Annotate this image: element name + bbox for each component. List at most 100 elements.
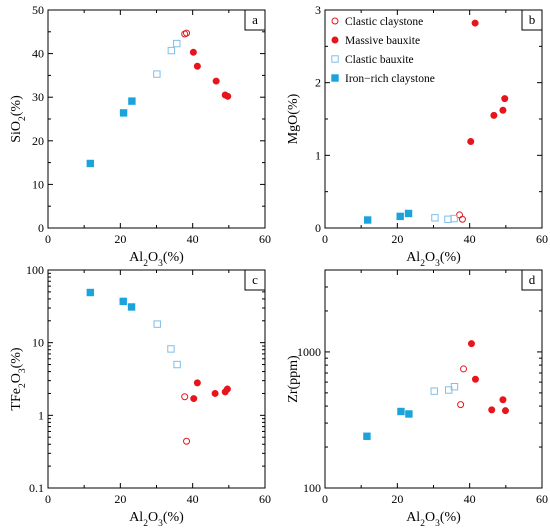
- y-tick-label: 0.1: [29, 481, 44, 495]
- data-point: [499, 396, 507, 404]
- data-point: [128, 97, 136, 105]
- panel-letter: d: [529, 272, 536, 287]
- data-point: [190, 395, 198, 403]
- legend-marker: [331, 17, 339, 25]
- data-point: [430, 387, 438, 395]
- panel-letter: c: [252, 272, 258, 287]
- panel-letter-box: [244, 269, 266, 291]
- legend-marker: [331, 36, 339, 44]
- x-tick-label: 0: [322, 492, 328, 506]
- x-tick-label: 20: [114, 232, 126, 246]
- x-tick-label: 60: [536, 492, 548, 506]
- plot-frame: [47, 269, 266, 489]
- y-tick-label: 2: [315, 76, 321, 90]
- data-point: [405, 410, 413, 418]
- data-point: [211, 389, 219, 397]
- panel-letter-box: [521, 269, 543, 291]
- legend-marker: [331, 55, 339, 63]
- panel-d: 0 20 40 60 100 1000 Al2O3(%) Zr(ppm) d: [286, 269, 548, 528]
- legend-label: Clastic claystone: [345, 16, 423, 28]
- y-tick-label: 1: [38, 408, 44, 422]
- data-point: [183, 437, 191, 445]
- y-tick-label: 10: [32, 336, 44, 350]
- series-clastic-claystone: [456, 211, 466, 223]
- data-point: [167, 46, 176, 55]
- x-tick-label: 20: [114, 492, 126, 506]
- data-point: [86, 288, 95, 297]
- data-point: [181, 393, 189, 401]
- x-tick-label: 40: [187, 232, 199, 246]
- x-axis-label: Al2O3(%): [129, 510, 184, 528]
- data-point: [458, 215, 466, 223]
- x-tick-label: 0: [45, 492, 51, 506]
- data-point: [467, 340, 475, 348]
- data-point: [460, 365, 468, 373]
- plot-frame: [47, 9, 266, 229]
- data-point: [173, 360, 181, 369]
- x-tick-label: 20: [391, 492, 403, 506]
- x-tick-label: 0: [322, 232, 328, 246]
- y-tick-label: 100: [303, 481, 321, 495]
- data-point: [396, 212, 404, 221]
- x-axis-label: Al2O3(%): [406, 250, 461, 269]
- data-point: [127, 303, 136, 311]
- series-clastic-bauxite: [430, 383, 459, 395]
- x-tick-label: 60: [536, 232, 548, 246]
- data-point: [471, 375, 479, 383]
- data-point: [363, 216, 372, 224]
- y-axis-label: TFe2O3(%): [9, 347, 28, 411]
- data-point: [490, 111, 498, 119]
- data-point: [223, 385, 231, 393]
- legend-marker: [331, 74, 339, 82]
- series-massive-bauxite: [467, 19, 509, 146]
- x-tick-label: 60: [259, 492, 271, 506]
- plot-frame: [324, 269, 543, 489]
- y-tick-label: 0: [38, 221, 44, 235]
- data-point: [457, 401, 465, 409]
- series-clastic-bauxite: [431, 214, 458, 223]
- y-axis-label: SiO2(%): [9, 95, 28, 143]
- series-iron-rich-claystone: [86, 97, 136, 168]
- panel-letter-box: [244, 9, 266, 31]
- x-tick-label: 40: [187, 492, 199, 506]
- series-massive-bauxite: [190, 379, 231, 403]
- y-tick-label: 1: [315, 148, 321, 162]
- data-point: [404, 209, 413, 218]
- y-tick-label: 10: [32, 177, 44, 191]
- data-point: [119, 109, 128, 117]
- x-tick-label: 60: [259, 232, 271, 246]
- data-point: [119, 297, 127, 306]
- series-clastic-bauxite: [153, 320, 181, 369]
- y-tick-label: 30: [32, 90, 44, 104]
- series-clastic-bauxite: [153, 39, 181, 78]
- data-point: [183, 29, 191, 37]
- data-point: [173, 39, 181, 48]
- x-tick-label: 40: [464, 492, 476, 506]
- data-point: [153, 70, 161, 78]
- data-point: [86, 159, 95, 168]
- panel-letter-box: [521, 9, 543, 31]
- data-point: [224, 92, 232, 100]
- y-tick-label: 40: [32, 47, 44, 61]
- data-point: [501, 407, 509, 415]
- data-point: [450, 214, 458, 223]
- panel-b: 0 20 40 60 0 1 2 3 Al2O3(%) MgO(%) b Clastic clayst…: [286, 3, 548, 269]
- series-clastic-claystone: [457, 365, 468, 409]
- data-point: [467, 138, 475, 146]
- series-iron-rich-claystone: [363, 407, 413, 440]
- data-point: [499, 106, 507, 114]
- legend: Clastic claystone Massive bauxite Clastic …: [331, 16, 435, 85]
- y-axis-label: MgO(%): [286, 93, 301, 144]
- legend-label: Clastic bauxite: [345, 54, 414, 66]
- data-point: [450, 383, 459, 391]
- panel-c: 0 20 40 60 0.1 1 10 100 Al2O3(%) TFe2O3(%) c: [9, 263, 271, 528]
- y-tick-label: 20: [32, 134, 44, 148]
- legend-label: Iron−rich claystone: [345, 73, 435, 85]
- data-point: [189, 48, 197, 56]
- x-tick-label: 40: [464, 232, 476, 246]
- data-point: [431, 214, 439, 222]
- data-point: [471, 19, 479, 27]
- data-point: [193, 62, 201, 70]
- series-iron-rich-claystone: [363, 209, 413, 224]
